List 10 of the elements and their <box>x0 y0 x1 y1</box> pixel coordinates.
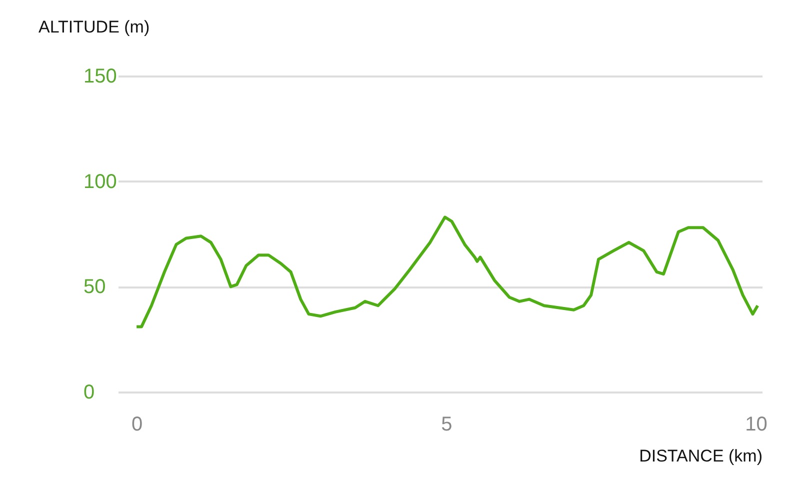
x-axis-title: DISTANCE (km) <box>639 446 762 466</box>
x-tick-label: 5 <box>441 414 452 436</box>
y-tick-label: 150 <box>84 66 117 88</box>
y-tick-label: 50 <box>84 276 106 298</box>
y-tick-label: 0 <box>84 382 95 404</box>
y-tick-label: 100 <box>84 170 117 193</box>
line-series <box>135 216 760 328</box>
x-tick-label: 10 <box>745 414 768 436</box>
y-axis-title: ALTITUDE (m) <box>38 18 150 36</box>
x-tick-label: 0 <box>132 414 143 436</box>
